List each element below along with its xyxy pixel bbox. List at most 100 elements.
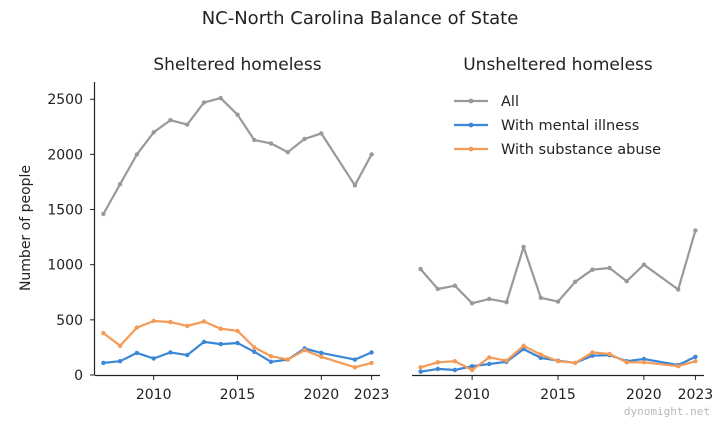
data-point <box>235 328 240 334</box>
panel-1: Sheltered homeless 0 500 1000 1500 2000 2500 20… <box>47 55 389 403</box>
data-point <box>134 152 140 157</box>
data-point <box>185 122 190 127</box>
legend-marker <box>468 98 474 104</box>
data-point <box>201 100 207 105</box>
legend: All With mental illness With substance abu… <box>454 94 661 158</box>
series-line-3 <box>102 319 373 369</box>
data-point <box>521 244 526 250</box>
data-point <box>252 137 257 143</box>
data-point <box>573 279 578 284</box>
data-point <box>504 300 509 305</box>
data-point <box>151 318 156 324</box>
data-point <box>469 367 475 373</box>
data-point <box>487 355 492 360</box>
data-point <box>268 354 274 359</box>
data-point <box>252 345 257 350</box>
data-point <box>218 95 223 101</box>
series-line-1 <box>419 229 697 305</box>
data-point <box>134 325 140 330</box>
y-tick-label: 500 <box>56 313 83 329</box>
data-point <box>185 352 190 358</box>
data-point <box>435 286 440 292</box>
data-point <box>641 356 647 362</box>
panel-2: Unsheltered homeless 2010 2015 2020 2023 <box>412 55 713 403</box>
panel-title: Sheltered homeless <box>153 55 321 75</box>
data-point <box>268 141 274 146</box>
legend-label: With substance abuse <box>501 142 661 158</box>
y-tick-label: 0 <box>74 368 83 384</box>
y-tick-label: 2000 <box>47 147 83 163</box>
panel-title: Unsheltered homeless <box>463 55 653 75</box>
data-point <box>285 150 290 155</box>
data-point <box>435 366 440 372</box>
data-point <box>487 361 492 367</box>
data-point <box>573 360 578 366</box>
data-point <box>452 283 458 288</box>
data-point <box>538 355 543 361</box>
legend-marker <box>468 122 474 128</box>
y-axis-label: Number of people <box>18 165 34 291</box>
data-point <box>168 350 173 355</box>
legend-item: With mental illness <box>454 118 639 134</box>
data-point <box>590 350 595 355</box>
data-point <box>101 330 106 336</box>
data-point <box>117 182 123 187</box>
x-tick-label: 2023 <box>354 387 390 403</box>
data-point <box>452 359 458 364</box>
data-point <box>302 136 307 142</box>
data-point <box>235 112 240 117</box>
data-point <box>101 360 106 366</box>
data-point <box>101 211 106 217</box>
legend-label: With mental illness <box>501 118 639 134</box>
data-point <box>218 341 223 347</box>
data-point <box>151 130 156 135</box>
figure-title: NC-North Carolina Balance of State <box>202 8 519 29</box>
data-point <box>452 367 458 373</box>
data-point <box>352 357 358 362</box>
data-point <box>151 356 156 361</box>
data-point <box>435 360 440 365</box>
data-point <box>235 340 240 346</box>
data-point <box>134 350 140 356</box>
data-point <box>607 351 612 357</box>
data-point <box>469 364 475 369</box>
data-point <box>418 266 423 272</box>
data-point <box>369 360 374 366</box>
data-point <box>469 301 475 306</box>
data-point <box>676 364 681 369</box>
data-point <box>319 350 324 356</box>
data-point <box>352 365 358 370</box>
data-point <box>624 360 629 365</box>
series-line-2 <box>419 348 697 373</box>
data-point <box>538 352 543 357</box>
data-point <box>607 265 612 271</box>
data-point <box>117 359 123 364</box>
series-line-1 <box>102 96 373 216</box>
data-point <box>285 357 290 362</box>
panels: Sheltered homeless 0 500 1000 1500 2000 2500 20… <box>47 55 713 403</box>
data-point <box>168 118 173 123</box>
x-tick-label: 2015 <box>220 387 256 403</box>
data-point <box>590 353 595 358</box>
data-point <box>521 343 526 348</box>
series-line-3 <box>419 344 697 372</box>
legend-marker <box>468 146 474 152</box>
data-point <box>676 287 681 292</box>
data-point <box>319 131 324 136</box>
data-point <box>693 228 698 233</box>
y-tick-label: 2500 <box>47 92 83 108</box>
x-tick-label: 2010 <box>136 387 172 403</box>
watermark: dynomight.net <box>623 405 710 418</box>
data-point <box>168 319 173 325</box>
data-point <box>624 279 629 284</box>
legend-item: With substance abuse <box>454 142 661 158</box>
data-point <box>302 348 307 353</box>
data-point <box>555 299 561 304</box>
x-tick-label: 2023 <box>678 387 714 403</box>
data-point <box>369 152 374 157</box>
data-point <box>555 359 561 364</box>
data-point <box>218 326 223 331</box>
y-tick-label: 1500 <box>47 203 83 219</box>
data-point <box>319 354 324 359</box>
